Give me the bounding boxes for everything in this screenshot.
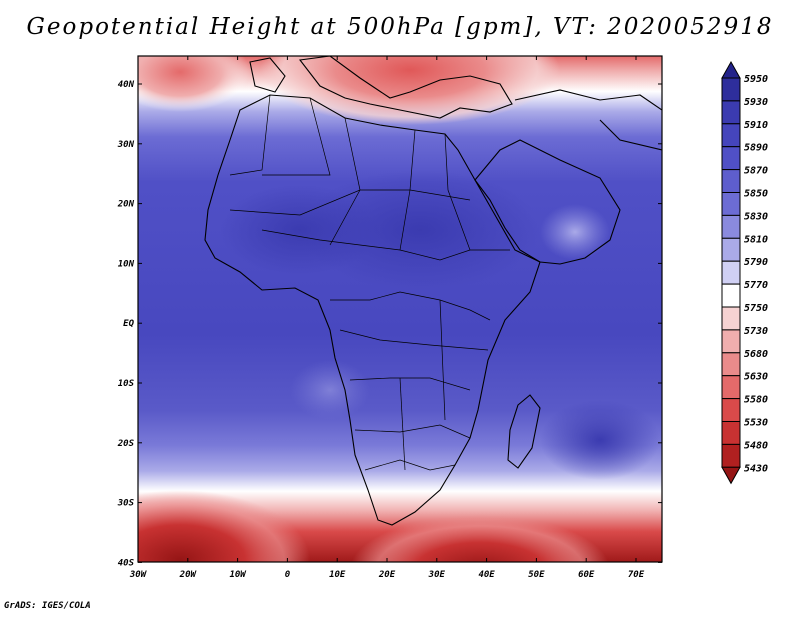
lat-label: 30N (117, 140, 135, 150)
colorbar-swatch (721, 77, 741, 102)
lat-label: EQ (123, 319, 134, 329)
colorbar-swatch (721, 375, 741, 400)
colorbar-swatch (721, 100, 741, 125)
lat-label: 20N (117, 200, 135, 210)
colorbar-swatch (721, 421, 741, 445)
plot-frame (137, 55, 663, 563)
colorbar-swatch (721, 352, 741, 377)
colorbar-label: 5580 (744, 395, 768, 406)
colorbar-swatch (721, 260, 741, 285)
colorbar-label: 5850 (744, 189, 768, 200)
colorbar-swatch (721, 169, 741, 194)
lon-label: 0 (285, 570, 291, 580)
lat-label: 40S (118, 558, 135, 568)
colorbar-swatch (721, 237, 741, 262)
country-borders (229, 94, 510, 471)
colorbar-label: 5730 (744, 326, 768, 337)
lon-label: 20W (179, 570, 198, 580)
colorbar-label: 5750 (744, 303, 768, 314)
colorbar-label: 5830 (744, 211, 768, 222)
latitude-labels: 40N 30N 20N 10N EQ 10S 20S 30S 40S (117, 80, 135, 568)
lon-label: 50E (528, 570, 545, 580)
grads-credit: GrADS: IGES/COLA (4, 601, 91, 611)
colorbar-label: 5890 (744, 143, 768, 154)
height-field (138, 56, 662, 562)
lat-label: 10N (118, 259, 135, 269)
lon-label: 10W (229, 570, 247, 580)
coastlines (204, 56, 662, 526)
colorbar-swatch (721, 192, 741, 216)
colorbar-swatch (721, 283, 741, 308)
colorbar-label: 5480 (744, 440, 768, 451)
colorbar-swatch (721, 398, 741, 423)
colorbar-label: 5770 (744, 280, 768, 291)
lat-label: 10S (118, 379, 135, 389)
colorbar-label: 5870 (744, 166, 768, 177)
colorbar-swatch (721, 146, 741, 171)
colorbar-label: 5950 (744, 74, 768, 85)
colorbar-swatch (721, 329, 741, 354)
colorbar-swatch (721, 123, 741, 148)
lon-label: 70E (628, 570, 645, 580)
lon-label: 30E (428, 570, 446, 580)
lon-label: 20E (378, 570, 396, 580)
colorbar-label: 5680 (744, 349, 768, 360)
colorbar-label: 5630 (744, 372, 768, 383)
lon-label: 40E (478, 570, 495, 580)
colorbar-top-arrow (721, 60, 741, 79)
colorbar-swatch (721, 306, 741, 331)
colorbar-bottom-arrow (721, 466, 741, 485)
colorbar-label: 5930 (744, 97, 768, 108)
lon-label: 30W (129, 570, 148, 580)
lat-label: 30S (117, 499, 135, 509)
lat-label: 20S (117, 439, 135, 449)
lon-label: 60E (578, 570, 595, 580)
lat-label: 40N (118, 80, 135, 90)
longitude-labels: 30W 20W 10W 0 10E 20E 30E 40E 50E 60E 70E (129, 570, 645, 580)
colorbar-label: 5810 (744, 234, 768, 245)
map-title: Geopotential Height at 500hPa [gpm], VT:… (26, 14, 774, 40)
colorbar-label: 5910 (744, 120, 768, 131)
colorbar: 5950 5930 5910 5890 5870 5850 5830 5810 5790 5770… (721, 60, 768, 485)
colorbar-label: 5790 (744, 257, 768, 268)
colorbar-label: 5530 (744, 418, 768, 429)
colorbar-swatch (721, 214, 741, 239)
lon-label: 10E (329, 570, 346, 580)
colorbar-label: 5430 (744, 463, 768, 474)
colorbar-swatch (721, 443, 741, 468)
